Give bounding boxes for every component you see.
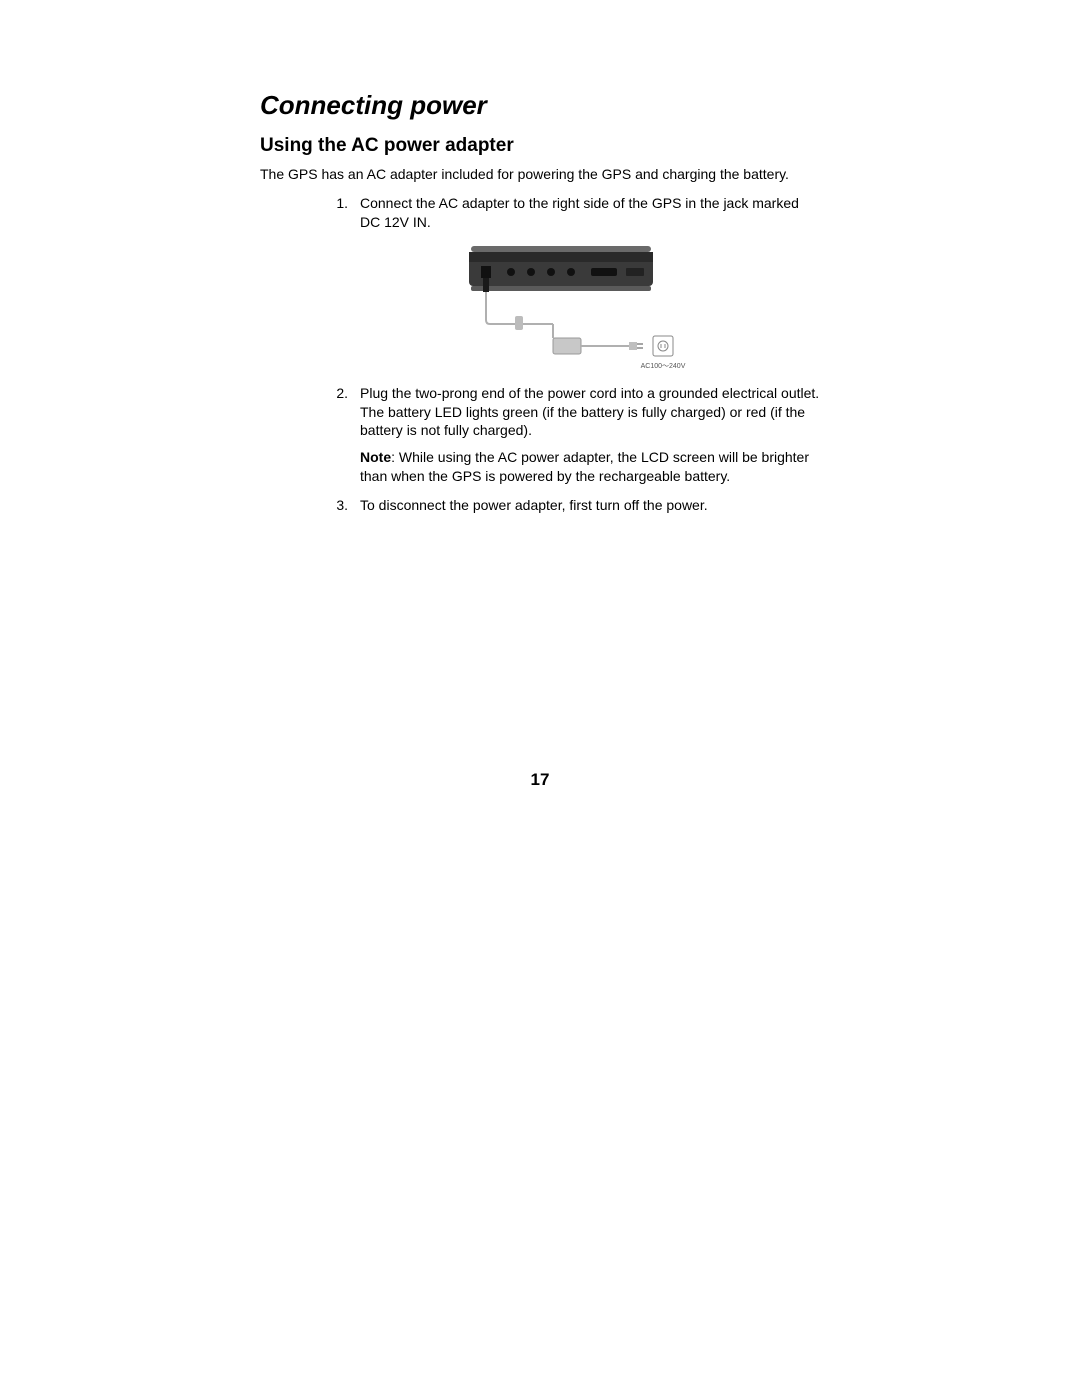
step-text: Plug the two-prong end of the power cord…	[360, 384, 820, 486]
note-block: Note: While using the AC power adapter, …	[360, 448, 820, 486]
section-subtitle: Using the AC power adapter	[260, 135, 820, 157]
note-label: Note	[360, 449, 391, 465]
step-text: Connect the AC adapter to the right side…	[360, 194, 820, 232]
step-text: To disconnect the power adapter, first t…	[360, 496, 820, 515]
step-number: 2.	[332, 384, 360, 486]
list-item: 3. To disconnect the power adapter, firs…	[332, 496, 820, 515]
intro-text: The GPS has an AC adapter included for p…	[260, 165, 820, 184]
figure-item: AC100～240V	[332, 242, 820, 372]
device-diagram-svg: AC100～240V	[461, 242, 691, 372]
list-item: 1. Connect the AC adapter to the right s…	[332, 194, 820, 232]
step-main-text: Plug the two-prong end of the power cord…	[360, 385, 819, 439]
page-title: Connecting power	[260, 90, 820, 121]
outlet-label: AC100～240V	[641, 363, 686, 370]
note-text: : While using the AC power adapter, the …	[360, 449, 809, 484]
connection-figure: AC100～240V	[332, 242, 820, 372]
step-number: 1.	[332, 194, 360, 232]
steps-list: 1. Connect the AC adapter to the right s…	[260, 194, 820, 515]
step-number: 3.	[332, 496, 360, 515]
page-number: 17	[0, 770, 1080, 790]
list-item: 2. Plug the two-prong end of the power c…	[332, 384, 820, 486]
